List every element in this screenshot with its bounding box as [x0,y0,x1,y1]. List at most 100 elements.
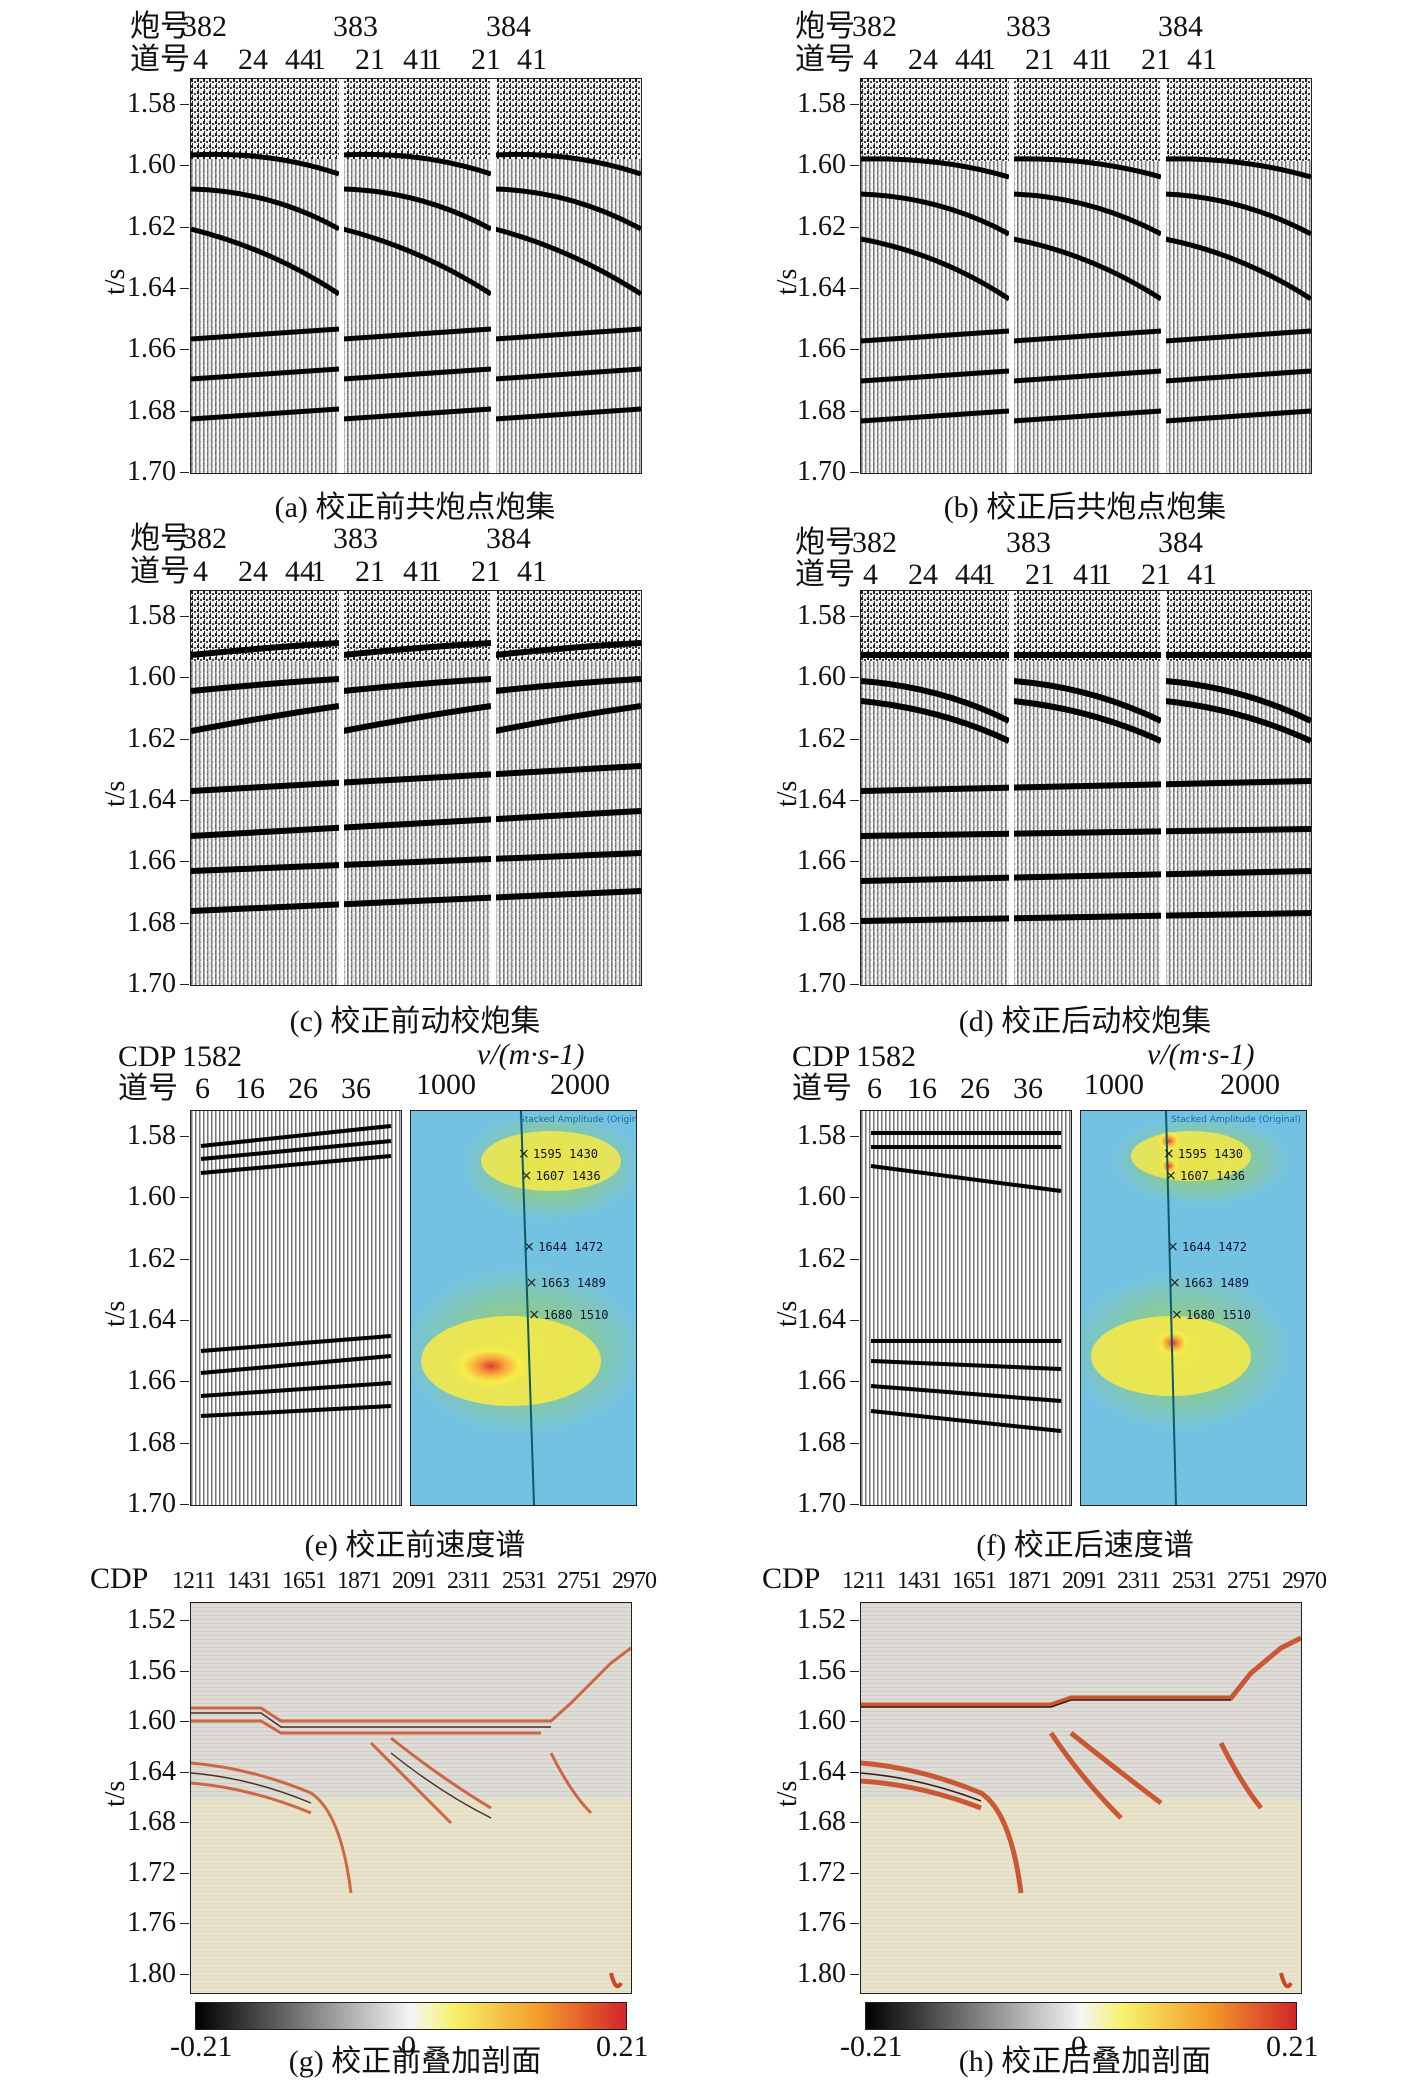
t-tick-mark [850,984,859,985]
t-tick-mark [850,1258,859,1260]
cdp-tick-label: 1431 [227,1568,272,1594]
t-tick-mark [850,226,859,228]
trace-tick-label: 41 [1187,43,1217,76]
trace-tick-label: 21 [471,555,501,588]
t-tick-mark [850,349,859,351]
t-tick-label: 1.64 [127,784,176,815]
trace-tick-label: 21 [1025,558,1055,591]
t-tick-mark [180,472,189,473]
t-tick-label: 1.56 [797,1654,846,1686]
cdp-label: CDP [90,1562,149,1595]
t-tick-label: 1.80 [127,1958,176,1989]
trace-tick-label: 41 [1187,558,1217,591]
velocity-pick-marker: × [520,1168,533,1184]
t-tick-label: 1.60 [127,149,176,181]
panel-d-corrected-nmo-gather: 炮号 382 383 384 道号 t/s (d) 校正后动校炮集 4 24 44 1… [680,512,1380,1038]
cmp-gather-image [861,1111,1071,1505]
stack-section-image [861,1603,1301,1993]
t-tick-label: 1.68 [797,1806,846,1838]
colorbar-max: 0.21 [1266,2030,1319,2063]
t-tick-label: 1.68 [127,394,176,426]
velocity-pick-marker: × [1163,1146,1175,1162]
colorbar-zero: 0 [401,2030,416,2063]
t-tick-mark [850,1620,859,1621]
trace-tick-label: 41 [1073,43,1103,76]
caption-h-bottom: (h) 校正后叠加剖面 [958,2045,1212,2078]
t-tick-label: 1.68 [797,1426,846,1458]
trace-number-label: 道号 [130,555,190,588]
t-tick-mark [180,616,189,617]
colorbar-zero: 0 [1071,2030,1086,2063]
velocity-pick-label: 1607 1436 [535,1169,601,1183]
t-tick-mark [180,1670,189,1672]
cdp-tick-label: 2531 [1172,1568,1217,1594]
amplitude-colorbar [195,2002,627,2030]
t-tick-label: 1.70 [797,968,846,999]
velocity-spectrum-plot: Stacked Amplitude (Original) × 1595 1430 ×… [1080,1110,1307,1506]
t-tick-label: 1.70 [127,456,176,487]
trace-26: 26 [960,1072,990,1105]
t-tick-label: 1.68 [127,906,176,938]
t-tick-mark [180,1822,189,1824]
trace-tick-label: 4 [863,558,878,591]
t-tick-label: 1.66 [127,333,176,365]
trace-tick-label: 24 [908,558,938,591]
t-tick-mark [850,738,859,740]
caption-e: (e) 校正前速度谱 [304,1529,526,1562]
colorbar-min: -0.21 [170,2030,233,2063]
trace-tick-label: 1 [311,43,326,76]
t-tick-mark [850,1197,859,1199]
t-tick-mark [850,1670,859,1672]
t-tick-mark [180,1771,189,1773]
t-tick-label: 1.64 [127,272,176,303]
t-tick-mark [180,1381,189,1383]
t-tick-label: 1.70 [127,968,176,999]
trace-tick-label: 4 [193,43,208,76]
shot-383: 383 [1006,10,1051,43]
cdp-label: CDP [762,1562,821,1595]
velocity-tick-1000: 1000 [416,1068,476,1101]
velocity-pick-label: 1680 1510 [543,1308,609,1322]
t-tick-label: 1.64 [797,1755,846,1787]
t-tick-mark [180,861,189,863]
t-tick-label: 1.70 [797,456,846,487]
t-tick-mark [180,677,189,679]
colorbar-max: 0.21 [596,2030,649,2063]
t-tick-mark [850,800,859,801]
trace-tick-label: 21 [355,43,385,76]
shot-gather-plot [860,78,1312,474]
shot-gather-image [191,79,641,473]
t-tick-mark [180,1504,189,1505]
caption-f: (f) 校正后速度谱 [976,1529,1194,1562]
shot-382: 382 [852,526,897,559]
trace-26: 26 [288,1072,318,1105]
t-tick-mark [180,226,189,228]
velocity-pick-marker: × [525,1275,538,1291]
velocity-pick-label: 1607 1436 [1180,1169,1246,1183]
shot-384: 384 [486,522,531,555]
cdp-label: CDP [792,1040,851,1073]
t-tick-label: 1.56 [127,1654,176,1686]
t-tick-label: 1.64 [127,1304,176,1335]
shot-number-label: 炮号 [130,522,190,555]
t-tick-label: 1.58 [127,88,176,119]
trace-tick-label: 21 [1141,558,1171,591]
panel-c-uncorrected-nmo-gather: 炮号 382 383 384 道号 t/s (c) 校正前动校炮集 4 24 44 1… [0,512,700,1038]
panel-b-corrected-shot-gather: 炮号 382 383 384 道号 t/s (b) 校正后共炮点炮集 4 24 44… [680,0,1380,524]
trace-36: 36 [341,1072,371,1105]
shot-382: 382 [852,10,897,43]
t-tick-mark [180,165,189,167]
trace-tick-label: 1 [1097,43,1112,76]
cdp-tick-label: 1211 [842,1568,886,1594]
t-tick-label: 1.80 [797,1958,846,1989]
velocity-pick-label: 1595 1430 [1178,1147,1244,1161]
t-tick-mark [180,922,189,924]
cdp-tick-label: 2970 [1282,1568,1327,1594]
velocity-pick-label: 1644 1472 [538,1240,604,1254]
velocity-pick-label: 1663 1489 [540,1276,606,1290]
t-tick-label: 1.58 [127,600,176,631]
nmo-gather-image [191,591,641,985]
t-tick-mark [850,1381,859,1383]
shot-384: 384 [1158,10,1203,43]
trace-tick-label: 21 [355,555,385,588]
